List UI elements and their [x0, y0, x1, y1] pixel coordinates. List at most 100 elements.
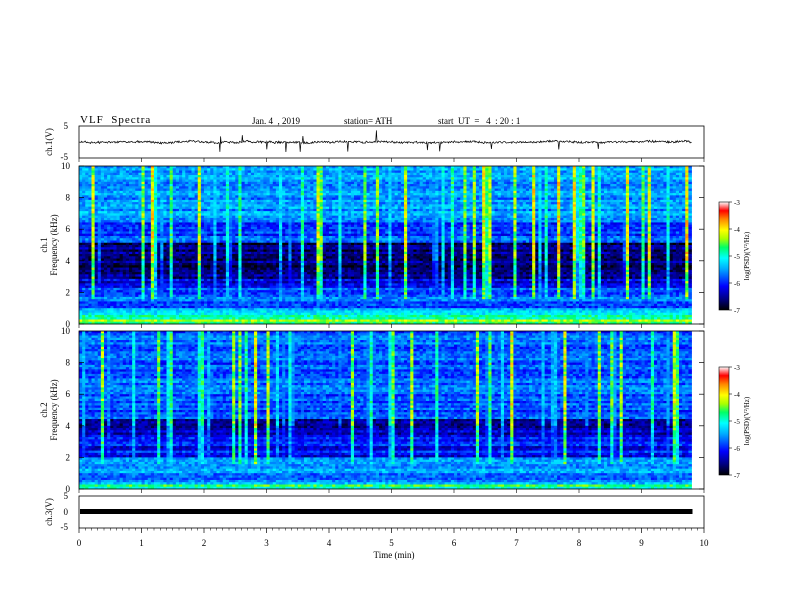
- spectrogram-cell: [104, 168, 108, 171]
- spectrogram-cell: [238, 172, 242, 176]
- spectrogram-cell: [241, 197, 246, 201]
- spectrogram-cell: [485, 175, 489, 178]
- spectrogram-cell: [200, 168, 205, 171]
- ch1-ylabel: ch.1(V): [44, 128, 54, 156]
- spectrogram-cell: [250, 172, 255, 176]
- spectrogram-cell: [632, 197, 636, 201]
- spectrogram-cell: [679, 166, 683, 169]
- spectrogram-cell: [219, 204, 224, 208]
- spectrogram-cell: [454, 190, 458, 194]
- spectrogram-cell: [579, 166, 583, 169]
- spectrogram-cell: [144, 186, 149, 189]
- spectrogram-cell: [425, 199, 430, 203]
- spectrogram-cell: [219, 179, 224, 183]
- spectrogram-cell: [544, 195, 549, 198]
- spectrogram-cell: [522, 195, 527, 198]
- spectrogram-cell: [557, 186, 561, 189]
- spectrogram-cell: [404, 195, 408, 198]
- spectrogram-cell: [519, 168, 524, 171]
- spectrogram-cell: [166, 195, 171, 198]
- spectrogram-cell: [491, 186, 496, 189]
- spectrogram-cell: [238, 195, 242, 198]
- spectrogram-cell: [307, 186, 311, 189]
- spectrogram-cell: [219, 195, 224, 198]
- spectrogram-cell: [369, 170, 374, 174]
- spectrogram-cell: [216, 170, 221, 174]
- spectrogram-cell: [194, 190, 199, 194]
- spectrogram-cell: [669, 184, 674, 187]
- spectrogram-cell: [216, 184, 221, 187]
- spectrogram-cell: [516, 170, 521, 174]
- spectrogram-cell: [613, 170, 617, 174]
- spectrogram-cell: [585, 175, 589, 178]
- spectrogram-cell: [244, 179, 249, 183]
- spectrogram-cell: [447, 177, 452, 180]
- spectrogram-cell: [444, 184, 449, 187]
- spectrogram-cell: [357, 188, 361, 192]
- spectrogram-cell: [304, 181, 308, 185]
- spectrogram-cell: [244, 184, 249, 187]
- spectrogram-cell: [622, 172, 627, 176]
- spectrogram-cell: [560, 202, 564, 205]
- spectrogram-cell: [388, 195, 392, 198]
- spectrogram-cell: [475, 168, 480, 171]
- spectrogram-cell: [260, 177, 264, 180]
- spectrogram-cell: [594, 172, 599, 176]
- spectrogram-cell: [466, 175, 471, 178]
- spectrogram-cell: [141, 170, 146, 174]
- spectrogram-cell: [357, 199, 361, 203]
- spectrogram-cell: [169, 202, 174, 205]
- spectrogram-cell: [538, 168, 542, 171]
- spectrogram-cell: [597, 199, 602, 203]
- spectrogram-cell: [360, 168, 364, 171]
- spectrogram-cell: [585, 168, 589, 171]
- spectrogram-cell: [107, 188, 111, 192]
- spectrogram-cell: [304, 190, 308, 194]
- spectrogram-cell: [97, 172, 102, 176]
- spectrogram-cell: [482, 197, 486, 201]
- spectrogram-cell: [588, 170, 592, 174]
- spectrogram-cell: [169, 193, 174, 196]
- spectrogram-cell: [488, 186, 492, 189]
- spectrogram-cell: [504, 177, 508, 180]
- spectrogram-cell: [372, 166, 377, 169]
- spectrogram-cell: [254, 177, 258, 180]
- spectrogram-cell: [354, 168, 358, 171]
- spectrogram-cell: [457, 197, 461, 201]
- spectrogram-cell: [229, 202, 233, 205]
- spectrogram-cell: [344, 177, 349, 180]
- spectrogram-cell: [350, 170, 355, 174]
- spectrogram-cell: [472, 190, 477, 194]
- spectrogram-cell: [610, 193, 614, 196]
- spectrogram-cell: [519, 166, 524, 169]
- spectrogram-cell: [241, 177, 246, 180]
- spectrogram-cell: [235, 199, 239, 203]
- spectrogram-cell: [341, 184, 346, 187]
- spectrogram-cell: [147, 170, 152, 174]
- spectrogram-cell: [294, 179, 299, 183]
- spectrogram-cell: [179, 193, 183, 196]
- spectrogram-cell: [450, 175, 455, 178]
- spectrogram-cell: [235, 184, 239, 187]
- spectrogram-cell: [497, 170, 502, 174]
- spectrogram-cell: [419, 193, 424, 196]
- spectrogram-cell: [647, 190, 652, 194]
- spectrogram-cell: [663, 193, 667, 196]
- spectrogram-cell: [222, 181, 227, 185]
- spectrogram-cell: [419, 199, 424, 203]
- spectrogram-cell: [513, 170, 517, 174]
- spectrogram-cell: [244, 168, 249, 171]
- spectrogram-cell: [485, 179, 489, 183]
- spectrogram-cell: [685, 190, 689, 194]
- spectrogram-cell: [438, 197, 442, 201]
- spectrogram-cell: [566, 175, 571, 178]
- spectrogram-cell: [397, 168, 402, 171]
- spectrogram-cell: [582, 177, 586, 180]
- spectrogram-cell: [204, 166, 208, 169]
- spectrogram-cell: [469, 181, 474, 185]
- spectrogram-cell: [657, 197, 661, 201]
- spectrogram-cell: [147, 197, 152, 201]
- spectrogram-cell: [675, 190, 680, 194]
- spectrogram-cell: [163, 190, 167, 194]
- spectrogram-cell: [154, 184, 158, 187]
